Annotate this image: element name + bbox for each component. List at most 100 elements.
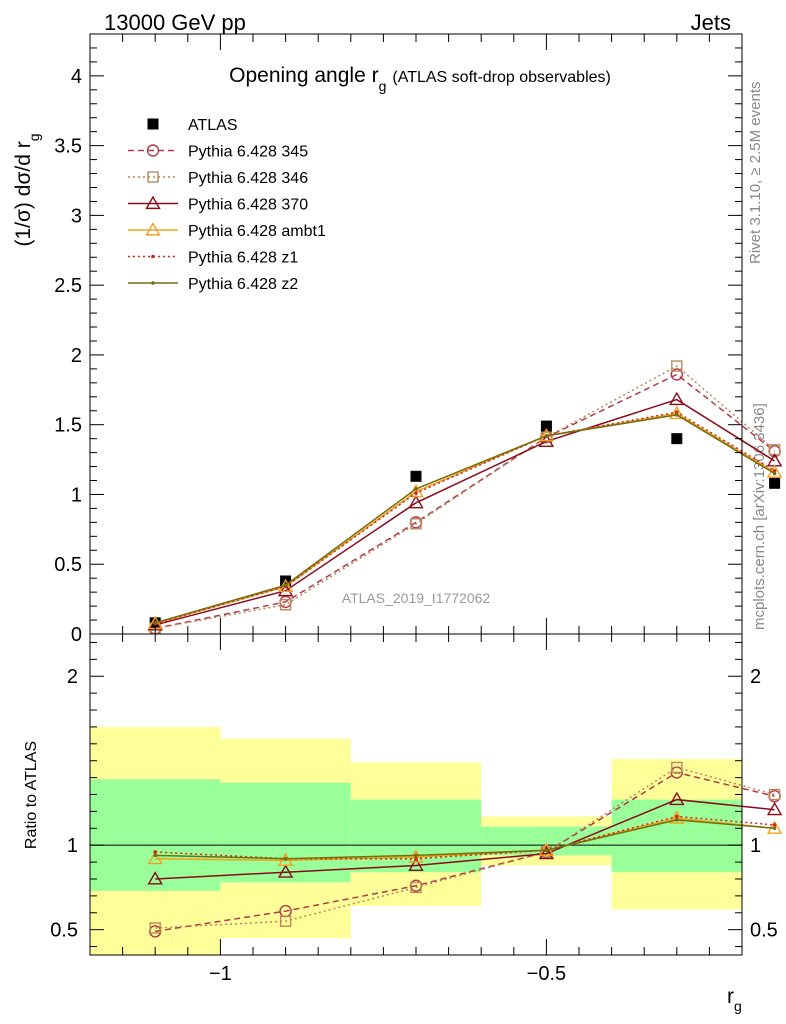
main-ylabel-sub: g	[26, 133, 42, 141]
data-point	[544, 434, 549, 438]
series-line	[154, 412, 775, 625]
ratio-point	[147, 850, 163, 865]
data-point	[540, 420, 552, 432]
data-point	[669, 405, 685, 420]
legend-label: Pythia 6.428 370	[188, 197, 308, 214]
ratio-y-tick-label-right: 2	[750, 666, 761, 688]
data-point	[769, 477, 781, 489]
legend-marker	[147, 171, 159, 183]
ratio-point	[277, 852, 294, 866]
data-point	[671, 360, 683, 372]
data-point	[279, 598, 292, 611]
ratio-series-line	[155, 815, 775, 860]
x-axis-label-main: r	[727, 985, 734, 1008]
ratio-point	[544, 848, 549, 853]
ratio-y-tick-label-right: 0.5	[750, 920, 778, 942]
data-point	[414, 491, 418, 495]
analysis-watermark: ATLAS_2019_I1772062	[342, 590, 491, 606]
ratio-series-line	[155, 819, 775, 860]
ratio-point	[772, 823, 777, 827]
series-line	[155, 373, 776, 630]
legend-entry: Pythia 6.428 370	[128, 195, 308, 214]
data-point	[772, 468, 777, 473]
legend-entry: Pythia 6.428 346	[128, 170, 308, 187]
ratio-point	[768, 788, 781, 801]
legend-marker	[146, 144, 160, 157]
chart-title-main: Opening angle r	[229, 64, 378, 87]
ratio-point	[147, 871, 163, 885]
ratio-point	[669, 791, 685, 806]
ratio-point	[766, 801, 783, 816]
ratio-panel	[147, 761, 783, 938]
y-tick-label: 2.5	[54, 275, 82, 297]
data-point	[772, 471, 777, 476]
data-point	[410, 470, 422, 482]
data-point	[408, 494, 424, 509]
y-tick-label: 3.5	[54, 136, 82, 158]
legend-entry: Pythia 6.428 z2	[128, 276, 298, 293]
legend-label: Pythia 6.428 346	[188, 170, 308, 187]
data-point	[414, 487, 418, 491]
legend-label: Pythia 6.428 345	[188, 144, 308, 161]
ratio-y-tick-label: 2	[67, 666, 78, 688]
y-tick-label: 2	[71, 345, 82, 367]
ratio-point	[772, 826, 777, 831]
data-point	[153, 621, 157, 625]
ratio-point	[408, 857, 424, 872]
ratio-band-inner	[90, 779, 221, 891]
ratio-series-line	[155, 817, 775, 862]
ratio-point	[675, 818, 679, 822]
ratio-point	[538, 845, 555, 860]
ratio-point	[279, 915, 292, 927]
legend-entry: Pythia 6.428 ambt1	[128, 222, 326, 240]
data-point	[277, 582, 294, 597]
ratio-y-tick-label-right: 1	[750, 835, 761, 857]
legend-label: Pythia 6.428 z2	[188, 276, 298, 293]
data-point	[675, 413, 679, 417]
ratio-y-tick-label: 0.5	[50, 920, 78, 942]
ratio-point	[671, 761, 683, 774]
chart-title-suffix: (ATLAS soft-drop observables)	[392, 69, 610, 86]
ratio-point	[283, 856, 288, 861]
ratio-uncertainty-bands	[90, 726, 742, 955]
series-line	[155, 365, 776, 630]
data-point	[669, 391, 685, 406]
legend-entry: Pythia 6.428 345	[128, 144, 308, 161]
data-point	[671, 433, 683, 445]
axes: 0 0.5 1 1.5 2 2.5 3 3.5 4 0.5 0.5 1 1 2 2 −1 −0.5	[50, 33, 778, 985]
legend-label: Pythia 6.428 z1	[188, 250, 298, 267]
ratio-point	[414, 853, 418, 858]
series-line	[154, 414, 775, 624]
ratio-point	[153, 850, 157, 854]
legend-marker	[145, 222, 161, 236]
legend-marker	[145, 195, 161, 210]
ratio-point	[149, 922, 161, 934]
legend: ATLAS Pythia 6.428 345 Pythia 6.428 346 Pyt…	[128, 117, 326, 293]
y-tick-label: 0	[71, 624, 82, 646]
ratio-series-2	[147, 791, 783, 885]
y-tick-label: 3	[71, 205, 82, 227]
ratio-point	[414, 856, 418, 861]
ratio-point	[153, 853, 157, 858]
main-ylabel-main: (1/σ) dσ/d r	[12, 141, 35, 246]
data-point	[410, 518, 422, 530]
x-axis-label-sub: g	[734, 998, 742, 1014]
header-left: 13000 GeV pp	[104, 10, 246, 35]
ratio-point	[410, 881, 422, 894]
x-axis-label: rg	[727, 985, 742, 1014]
y-tick-label: 1	[71, 484, 82, 506]
ratio-y-tick-label: 1	[67, 835, 78, 857]
chart-title-sub: g	[379, 78, 387, 94]
y-tick-label: 4	[71, 66, 82, 88]
ratio-point	[408, 849, 424, 863]
chart-title: Opening angle rg (ATLAS soft-drop observa…	[229, 64, 611, 94]
legend-marker	[147, 118, 159, 130]
ratio-series-line	[155, 771, 775, 933]
legend-label: Pythia 6.428 ambt1	[188, 223, 326, 240]
series-line	[155, 398, 775, 626]
ratio-point	[277, 864, 294, 878]
x-tick-label: −1	[209, 963, 232, 985]
data-point	[283, 583, 288, 587]
ratio-series-line	[155, 798, 775, 880]
